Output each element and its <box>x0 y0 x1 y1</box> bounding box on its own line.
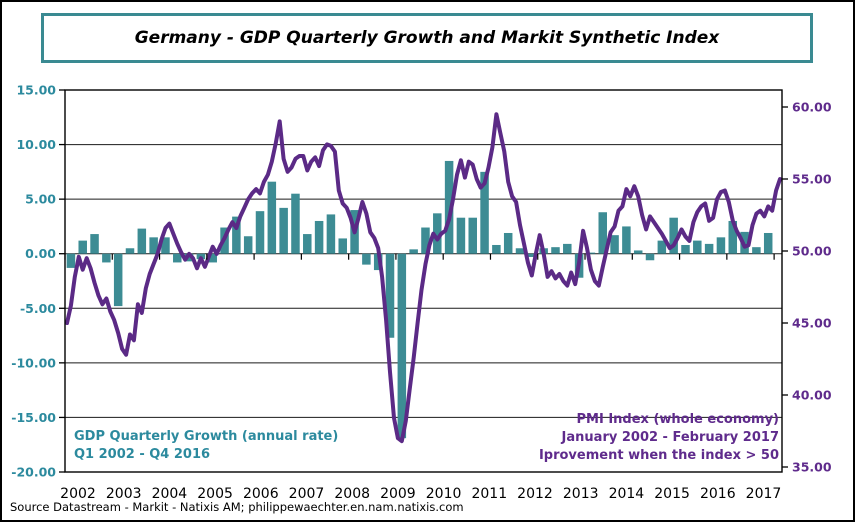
gdp-bar <box>137 228 147 254</box>
pmi-annotation-line1: PMI Index (whole economy) <box>577 412 780 427</box>
chart-title: Germany - GDP Quarterly Growth and Marki… <box>134 28 720 48</box>
gdp-bar <box>515 248 525 254</box>
plot-border <box>64 89 783 473</box>
gdp-bar <box>338 238 347 254</box>
gdp-bar <box>563 243 572 254</box>
gdp-bar <box>279 207 288 254</box>
source-note: Source Datastream - Markit - Natixis AM;… <box>10 500 464 514</box>
x-year-label: 2006 <box>243 486 279 502</box>
gdp-bar <box>113 253 123 307</box>
gdp-bar <box>232 216 241 254</box>
left-axis-label: -10.00 <box>11 355 56 370</box>
left-axis-label: 5.00 <box>25 192 56 207</box>
gdp-bar <box>444 160 454 254</box>
x-year-label: 2016 <box>700 486 736 502</box>
gdp-bar <box>208 253 217 263</box>
x-year-label: 2003 <box>106 486 142 502</box>
right-axis-label: 45.00 <box>792 316 832 331</box>
x-year-label: 2012 <box>517 486 553 502</box>
right-axis-label: 55.00 <box>792 172 832 187</box>
gdp-bar <box>397 253 407 439</box>
gdp-bar <box>326 214 336 254</box>
right-axis-label: 35.00 <box>792 460 832 475</box>
gdp-bar <box>693 240 702 254</box>
gdp-bar <box>385 253 395 338</box>
gdp-bar <box>456 217 466 254</box>
gdp-bar <box>184 253 194 262</box>
pmi-annotation-line2: January 2002 - February 2017 <box>561 430 779 445</box>
pmi-line-series <box>65 112 782 444</box>
left-axis-label: 15.00 <box>16 83 56 98</box>
gdp-bar <box>468 217 477 254</box>
gdp-bar <box>527 253 537 257</box>
left-axis-label: 10.00 <box>16 137 56 152</box>
gdp-annotation-line1: GDP Quarterly Growth (annual rate) <box>74 429 338 444</box>
x-year-label: 2007 <box>289 486 325 502</box>
gdp-bar <box>716 237 726 254</box>
left-axis-label: -5.00 <box>20 301 56 316</box>
gdp-bar <box>657 240 667 254</box>
x-year-label: 2014 <box>609 486 645 502</box>
gdp-bar <box>610 235 619 254</box>
gdp-bar <box>503 232 513 254</box>
x-year-label: 2013 <box>563 486 599 502</box>
gdp-bar <box>362 253 371 265</box>
chart-title-box: Germany - GDP Quarterly Growth and Marki… <box>41 13 813 63</box>
x-year-label: 2002 <box>60 486 96 502</box>
gdp-bar <box>303 234 312 254</box>
gdp-bar <box>433 213 442 254</box>
x-year-label: 2009 <box>380 486 416 502</box>
gdp-bar <box>728 220 738 254</box>
gdp-bar <box>421 227 430 254</box>
left-axis-label: -20.00 <box>11 465 56 480</box>
gdp-bars-series <box>66 160 773 439</box>
right-axis-label: 60.00 <box>792 100 832 115</box>
gdp-bar <box>267 181 277 254</box>
x-year-label: 2008 <box>334 486 370 502</box>
x-year-label: 2011 <box>471 486 507 502</box>
x-year-label: 2005 <box>197 486 233 502</box>
gdp-bar <box>409 249 418 254</box>
gdp-bar <box>66 253 76 268</box>
left-axis-label: -15.00 <box>11 410 56 425</box>
gdp-bar <box>161 237 170 254</box>
gdp-bar <box>173 253 182 263</box>
gdp-bar <box>102 253 111 263</box>
gdp-bar <box>480 171 489 254</box>
gdp-bar <box>492 244 501 254</box>
gdp-bar <box>243 236 253 254</box>
pmi-line <box>65 112 782 444</box>
gdp-bar <box>633 250 643 254</box>
gridlines <box>65 144 782 418</box>
gdp-bar <box>681 244 690 254</box>
x-year-label: 2015 <box>654 486 690 502</box>
gdp-bar <box>125 248 135 254</box>
gdp-bar <box>645 253 655 261</box>
gdp-annotation-line2: Q1 2002 - Q4 2016 <box>74 447 210 462</box>
gdp-bar <box>622 226 631 254</box>
gdp-bar <box>551 247 560 254</box>
pmi-annotation-line3: Iprovement when the index > 50 <box>539 448 779 463</box>
gdp-bar <box>78 240 87 254</box>
gdp-bar <box>291 193 300 254</box>
gdp-bar <box>669 217 678 254</box>
gdp-bar <box>90 234 99 254</box>
x-year-label: 2017 <box>746 486 782 502</box>
gdp-bar <box>149 237 158 254</box>
right-axis-label: 50.00 <box>792 244 832 259</box>
axes: 15.00 10.00 5.00 0.00 -5.00 -10.00 -15.00 -20.0… <box>11 83 832 503</box>
x-year-label: 2004 <box>152 486 188 502</box>
gdp-bar <box>255 211 265 254</box>
gdp-bar <box>704 243 714 254</box>
gdp-bar <box>763 232 773 254</box>
right-axis-label: 40.00 <box>792 388 832 403</box>
gdp-bar <box>586 252 596 254</box>
x-year-label: 2010 <box>426 486 462 502</box>
left-axis-label: 0.00 <box>25 246 56 261</box>
gdp-bar <box>598 212 607 254</box>
gdp-bar <box>314 220 324 254</box>
gdp-bar <box>752 247 761 254</box>
